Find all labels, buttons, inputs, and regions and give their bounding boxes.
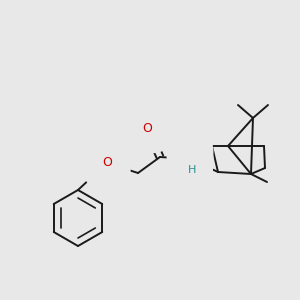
Text: H: H bbox=[188, 165, 196, 175]
Text: O: O bbox=[142, 122, 152, 134]
Text: O: O bbox=[102, 157, 112, 169]
Text: N: N bbox=[185, 152, 195, 164]
